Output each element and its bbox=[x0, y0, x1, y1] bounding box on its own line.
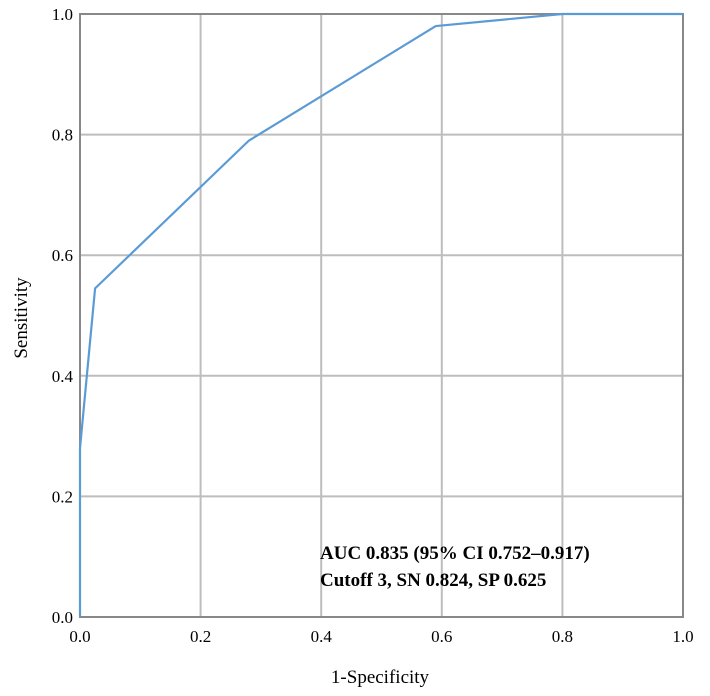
roc-curve bbox=[78, 12, 683, 617]
y-tick-label: 0.2 bbox=[52, 487, 73, 506]
x-tick-label: 0.0 bbox=[69, 627, 90, 646]
x-tick-label: 0.4 bbox=[311, 627, 333, 646]
cutoff-annotation: Cutoff 3, SN 0.824, SP 0.625 bbox=[320, 570, 546, 591]
y-tick-label: 1.0 bbox=[52, 5, 73, 24]
x-tick-labels: 0.0 0.2 0.4 0.6 0.8 1.0 bbox=[69, 627, 693, 646]
y-axis-label: Sensitivity bbox=[11, 277, 32, 359]
y-tick-label: 0.8 bbox=[52, 126, 73, 145]
grid bbox=[79, 13, 684, 618]
y-tick-label: 0.0 bbox=[52, 608, 73, 627]
y-tick-label: 0.6 bbox=[52, 246, 73, 265]
y-tick-label: 0.4 bbox=[52, 367, 74, 386]
auc-annotation: AUC 0.835 (95% CI 0.752–0.917) bbox=[320, 543, 590, 564]
y-tick-labels: 0.0 0.2 0.4 0.6 0.8 1.0 bbox=[52, 5, 74, 627]
x-tick-label: 0.2 bbox=[190, 627, 211, 646]
x-axis-label: 1-Specificity bbox=[331, 667, 430, 688]
plot-frame bbox=[79, 13, 684, 618]
x-tick-label: 0.8 bbox=[552, 627, 573, 646]
x-tick-label: 0.6 bbox=[431, 627, 452, 646]
series-layer bbox=[78, 12, 683, 617]
x-tick-label: 1.0 bbox=[672, 627, 693, 646]
